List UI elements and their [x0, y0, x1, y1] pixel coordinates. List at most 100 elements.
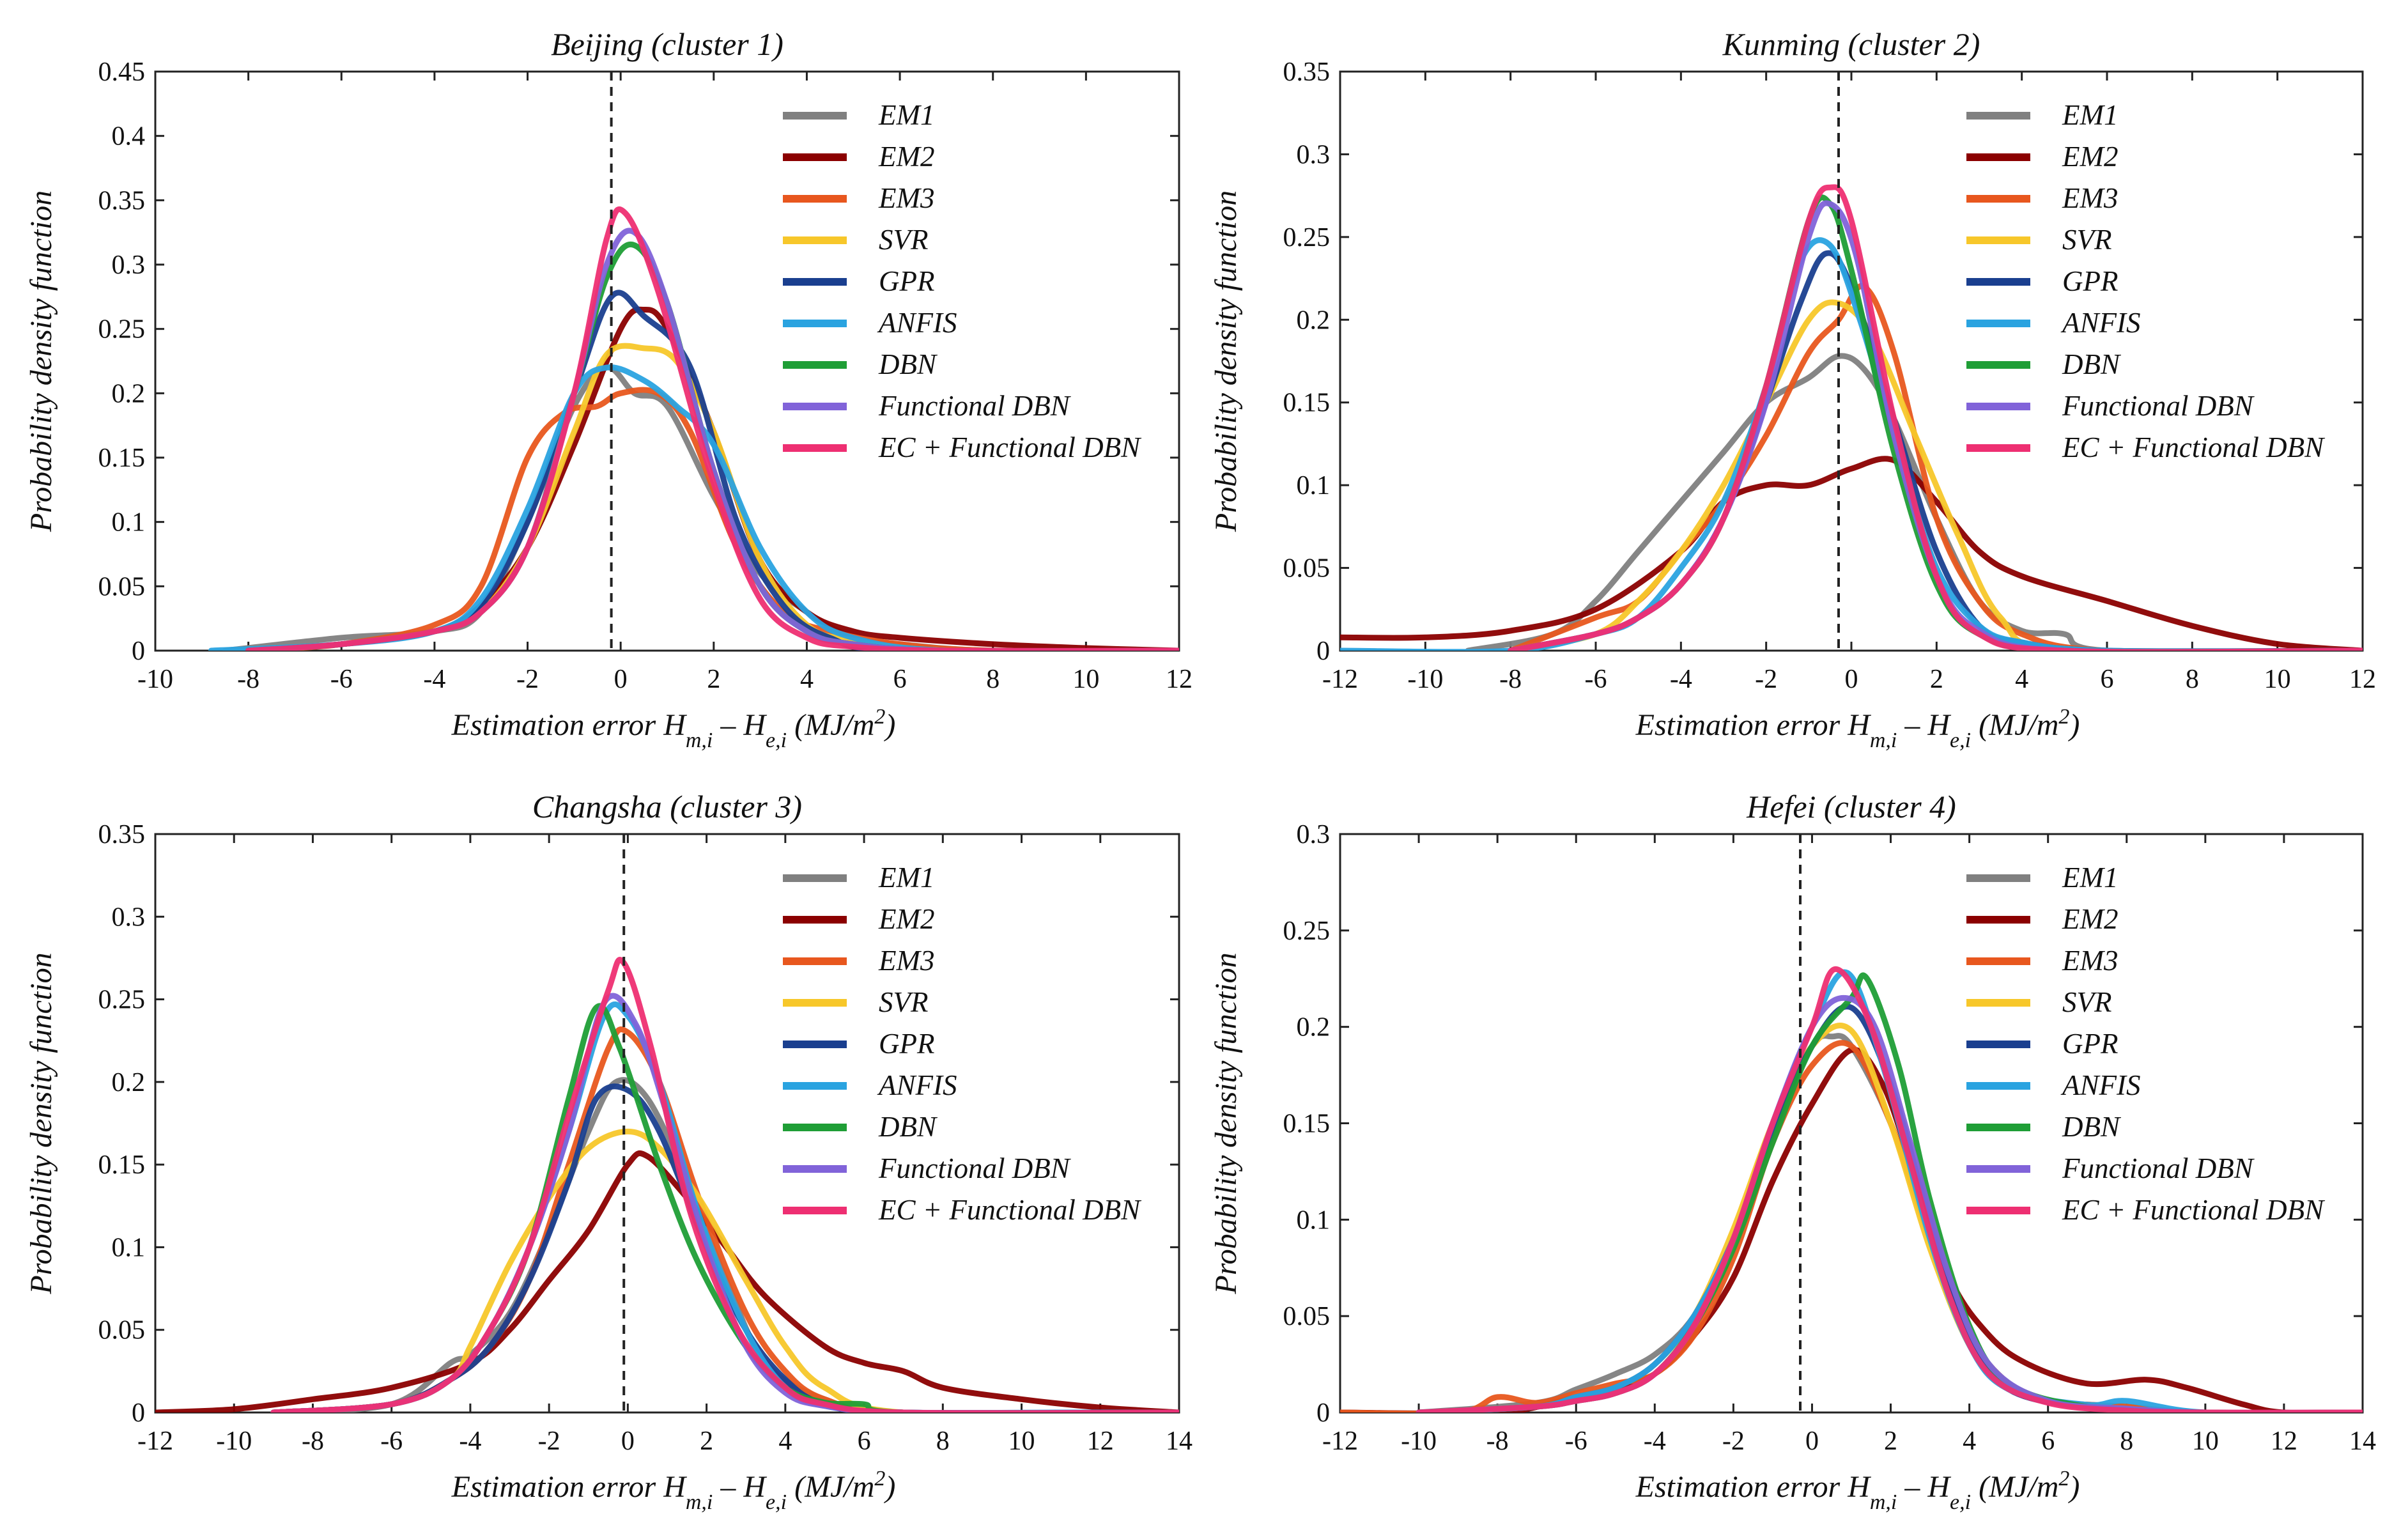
x-tick-label: 8	[2186, 665, 2199, 694]
legend-label: DBN	[2062, 348, 2122, 380]
legend: EM1 EM2 EM3 SVR GPR ANFIS DBN Functional DBN EC …	[1966, 99, 2326, 463]
legend-label: EC + Functional DBN	[2062, 1194, 2326, 1226]
x-tick-label: 0	[614, 665, 628, 694]
legend-label: Functional DBN	[878, 390, 1072, 422]
x-tick-label: -6	[330, 665, 353, 694]
x-label-text: – H	[1897, 1470, 1951, 1504]
y-tick-label: 0.05	[1283, 1302, 1331, 1331]
legend-label: EM1	[2062, 99, 2118, 131]
x-tick-label: 10	[1072, 665, 1099, 694]
y-axis-label: Probability density function	[24, 190, 58, 532]
y-tick-label: 0.3	[112, 251, 146, 280]
curve-layer	[1340, 966, 2363, 1412]
x-tick-label: -8	[302, 1427, 324, 1456]
legend-label: ANFIS	[877, 307, 957, 339]
legend-label: ANFIS	[877, 1069, 957, 1101]
x-tick-label: 4	[1963, 1427, 1976, 1456]
y-tick-label: 0	[1316, 637, 1330, 666]
legend-label: EC + Functional DBN	[878, 431, 1142, 463]
x-label-text: (MJ/m	[1971, 708, 2058, 742]
x-label-text: Estimation error H	[451, 708, 688, 742]
x-label-subscript: m,i	[686, 729, 713, 752]
x-label-superscript: 2	[874, 1467, 885, 1490]
y-tick-label: 0.4	[112, 122, 146, 151]
legend-label: GPR	[879, 1028, 934, 1060]
x-label-text: Estimation error H	[451, 1470, 688, 1504]
y-tick-label: 0.3	[1297, 140, 1331, 169]
x-tick-label: 12	[2349, 665, 2376, 694]
x-tick-label: 12	[2271, 1427, 2297, 1456]
y-tick-label: 0.45	[98, 58, 146, 87]
legend-label: EM1	[2062, 862, 2118, 894]
legend-label: GPR	[879, 265, 934, 297]
legend-label: GPR	[2062, 1028, 2118, 1060]
curve-layer	[208, 206, 1179, 651]
x-tick-label: 4	[800, 665, 814, 694]
series-line-em2	[1340, 456, 2363, 651]
y-tick-label: 0.1	[1297, 1205, 1331, 1235]
y-tick-label: 0	[132, 1398, 145, 1428]
y-tick-label: 0.1	[112, 508, 146, 538]
x-tick-label: -10	[137, 665, 173, 694]
series-line-ec-functional-dbn	[270, 957, 1179, 1412]
legend-label: EM3	[2062, 182, 2118, 214]
chart-panel-3: -12 -10 -8 -6 -4 -2 0 2 4 6 8 10 12 14 0 0.05 0.1 0.15 0.2…	[24, 789, 1192, 1514]
legend-label: DBN	[878, 348, 938, 380]
legend-label: SVR	[879, 224, 928, 256]
legend-label: EC + Functional DBN	[878, 1194, 1142, 1226]
y-tick-label: 0.3	[1297, 820, 1331, 849]
x-tick-label: 2	[700, 1427, 713, 1456]
x-tick-label: 0	[1805, 1427, 1819, 1456]
x-tick-label: -2	[538, 1427, 560, 1456]
x-tick-label: -10	[1401, 1427, 1437, 1456]
legend: EM1 EM2 EM3 SVR GPR ANFIS DBN Functional DBN EC …	[783, 99, 1142, 463]
x-label-subscript: e,i	[1950, 1490, 1971, 1514]
y-tick-label: 0.2	[112, 1068, 146, 1097]
x-tick-label: 0	[1845, 665, 1858, 694]
series-line-em2	[1340, 1046, 2363, 1412]
x-label-text: )	[883, 1470, 895, 1504]
y-tick-label: 0	[1316, 1398, 1330, 1428]
x-tick-label: 12	[1087, 1427, 1114, 1456]
x-label-text: )	[2067, 1470, 2080, 1504]
y-tick-label: 0.3	[112, 902, 146, 932]
x-label-superscript: 2	[2058, 705, 2069, 729]
x-tick-label: -4	[1644, 1427, 1666, 1456]
x-tick-label: -12	[1322, 665, 1358, 694]
x-tick-label: -4	[423, 665, 445, 694]
y-tick-label: 0.35	[1283, 58, 1331, 87]
legend-label: EM1	[878, 99, 934, 131]
y-tick-label: 0.1	[112, 1233, 146, 1262]
chart-panel-4: -12 -10 -8 -6 -4 -2 0 2 4 6 8 10 12 14 0 0.05 0.1 0.15 0.2…	[1209, 789, 2376, 1514]
chart-title: Beijing (cluster 1)	[551, 26, 783, 62]
x-tick-label: 4	[778, 1427, 792, 1456]
legend-label: EM1	[878, 862, 934, 894]
x-label-subscript: e,i	[1950, 729, 1971, 752]
series-line-em3	[1340, 1040, 2363, 1412]
y-tick-label: 0	[132, 637, 145, 666]
legend-label: EM3	[878, 182, 934, 214]
legend-label: Functional DBN	[878, 1152, 1072, 1184]
chart-title: Kunming (cluster 2)	[1722, 26, 1980, 62]
plot-frame	[154, 70, 1180, 652]
y-tick-label: 0.2	[1297, 306, 1331, 335]
x-axis-label: Estimation error Hm,i – He,i (MJ/m2)	[1635, 705, 2080, 752]
chart-panel-1: -10 -8 -6 -4 -2 0 2 4 6 8 10 12 0 0.05 0.1 0.15 0.2 0.25 0…	[24, 26, 1192, 752]
series-line-svr	[1508, 299, 2363, 651]
x-tick-label: 6	[858, 1427, 871, 1456]
y-tick-label: 0.25	[1283, 917, 1331, 946]
x-tick-label: 12	[1166, 665, 1192, 694]
x-tick-label: -8	[1486, 1427, 1509, 1456]
curve-layer	[155, 957, 1179, 1412]
plot-frame	[154, 833, 1180, 1414]
x-tick-label: -6	[1585, 665, 1607, 694]
legend-label: SVR	[879, 986, 928, 1018]
y-axis-label: Probability density function	[1209, 952, 1243, 1294]
x-tick-label: 14	[1166, 1427, 1192, 1456]
x-tick-label: 2	[1884, 1427, 1897, 1456]
y-axis-label: Probability density function	[24, 952, 58, 1294]
x-label-text: – H	[1897, 708, 1951, 742]
x-tick-label: -8	[237, 665, 259, 694]
x-tick-label: 2	[707, 665, 720, 694]
